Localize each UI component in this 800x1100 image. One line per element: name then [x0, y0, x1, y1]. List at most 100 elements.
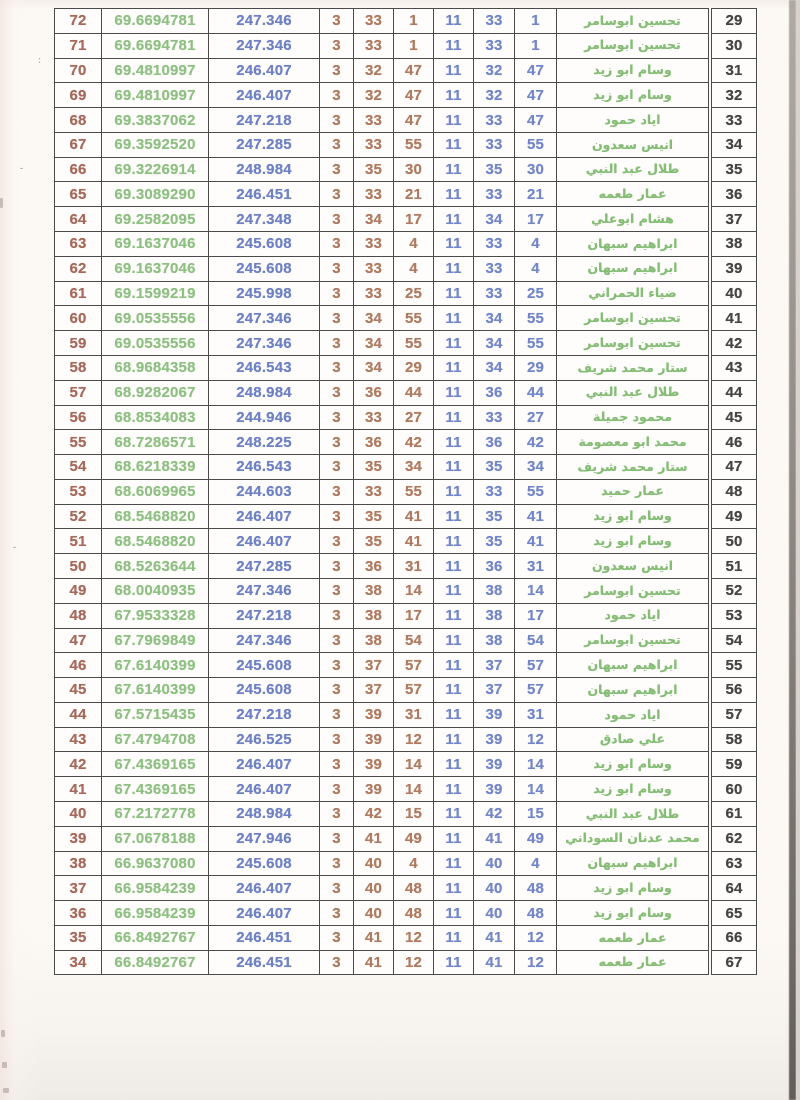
cell-name: اياد حمود	[557, 603, 709, 629]
cell-rank: 57	[55, 380, 102, 406]
cell-c5: 38	[354, 603, 394, 629]
cell-c8: 40	[474, 876, 515, 902]
cell-c9: 14	[515, 578, 557, 604]
cell-num: 57	[712, 702, 757, 728]
cell-c5: 33	[354, 33, 394, 59]
cell-name: عمار طعمه	[557, 182, 709, 208]
cell-c4: 3	[320, 108, 354, 133]
cell-score: 68.9684358	[102, 355, 209, 381]
cell-score: 68.5468820	[102, 504, 209, 530]
cell-c4: 3	[320, 851, 354, 877]
cell-c5: 40	[354, 876, 394, 902]
cell-c9: 42	[515, 430, 557, 456]
cell-c6: 42	[394, 430, 434, 456]
cell-total: 247.346	[209, 33, 320, 59]
cell-num: 63	[712, 851, 757, 877]
cell-num: 35	[712, 157, 757, 183]
cell-c4: 3	[320, 331, 354, 356]
cell-c7: 11	[434, 132, 474, 158]
cell-c4: 3	[320, 752, 354, 778]
cell-num: 61	[712, 802, 757, 827]
cell-c9: 54	[515, 628, 557, 654]
cell-c9: 12	[515, 727, 557, 753]
edge-speck	[3, 1088, 9, 1093]
cell-c7: 11	[434, 405, 474, 431]
cell-c9: 47	[515, 83, 557, 109]
cell-score: 67.6140399	[102, 653, 209, 679]
cell-c8: 37	[474, 653, 515, 679]
cell-c7: 11	[434, 33, 474, 59]
cell-rank: 45	[55, 678, 102, 703]
cell-c8: 34	[474, 355, 515, 381]
cell-rank: 52	[55, 504, 102, 530]
page-edge-shadow	[789, 0, 796, 1100]
cell-score: 69.0535556	[102, 306, 209, 332]
cell-c9: 55	[515, 479, 557, 505]
cell-c8: 33	[474, 232, 515, 257]
cell-c5: 32	[354, 58, 394, 84]
cell-name: انيس سعدون	[557, 132, 709, 158]
cell-c8: 35	[474, 529, 515, 555]
cell-score: 69.3089290	[102, 182, 209, 208]
cell-total: 248.984	[209, 157, 320, 183]
cell-c5: 34	[354, 306, 394, 332]
cell-c8: 42	[474, 802, 515, 827]
cell-total: 248.984	[209, 380, 320, 406]
cell-rank: 47	[55, 628, 102, 654]
cell-num: 58	[712, 727, 757, 753]
cell-c8: 39	[474, 702, 515, 728]
cell-score: 67.5715435	[102, 702, 209, 728]
cell-c5: 33	[354, 232, 394, 257]
cell-num: 42	[712, 331, 757, 356]
cell-c6: 48	[394, 876, 434, 902]
cell-c4: 3	[320, 529, 354, 555]
cell-c8: 33	[474, 108, 515, 133]
cell-c5: 36	[354, 380, 394, 406]
cell-total: 247.346	[209, 628, 320, 654]
cell-c9: 48	[515, 876, 557, 902]
cell-c6: 17	[394, 603, 434, 629]
cell-c7: 11	[434, 232, 474, 257]
cell-num: 51	[712, 554, 757, 579]
cell-score: 67.0678188	[102, 826, 209, 852]
cell-total: 246.451	[209, 950, 320, 976]
cell-total: 246.407	[209, 777, 320, 802]
cell-c9: 12	[515, 925, 557, 951]
cell-rank: 70	[55, 58, 102, 84]
cell-score: 69.1637046	[102, 232, 209, 257]
cell-total: 245.608	[209, 232, 320, 257]
cell-rank: 59	[55, 331, 102, 356]
cell-rank: 64	[55, 207, 102, 233]
cell-num: 45	[712, 405, 757, 431]
cell-score: 69.6694781	[102, 33, 209, 59]
cell-c8: 40	[474, 901, 515, 926]
cell-num: 55	[712, 653, 757, 679]
cell-c4: 3	[320, 33, 354, 59]
cell-c9: 21	[515, 182, 557, 208]
cell-c9: 57	[515, 653, 557, 679]
cell-c9: 44	[515, 380, 557, 406]
cell-score: 68.6069965	[102, 479, 209, 505]
cell-c9: 14	[515, 752, 557, 778]
cell-c7: 11	[434, 504, 474, 530]
cell-c5: 33	[354, 182, 394, 208]
cell-score: 69.1637046	[102, 256, 209, 282]
cell-rank: 46	[55, 653, 102, 679]
cell-c8: 34	[474, 306, 515, 332]
cell-total: 246.543	[209, 355, 320, 381]
cell-c7: 11	[434, 281, 474, 307]
cell-c9: 1	[515, 33, 557, 59]
cell-name: اياد حمود	[557, 108, 709, 133]
cell-name: ابراهيم سبهان	[557, 232, 709, 257]
cell-c7: 11	[434, 58, 474, 84]
cell-score: 69.3226914	[102, 157, 209, 183]
cell-c9: 30	[515, 157, 557, 183]
cell-c4: 3	[320, 232, 354, 257]
cell-name: محمود جميلة	[557, 405, 709, 431]
cell-score: 68.5468820	[102, 529, 209, 555]
cell-num: 47	[712, 455, 757, 480]
cell-c7: 11	[434, 157, 474, 183]
cell-c6: 41	[394, 504, 434, 530]
cell-num: 37	[712, 207, 757, 233]
cell-total: 245.608	[209, 678, 320, 703]
